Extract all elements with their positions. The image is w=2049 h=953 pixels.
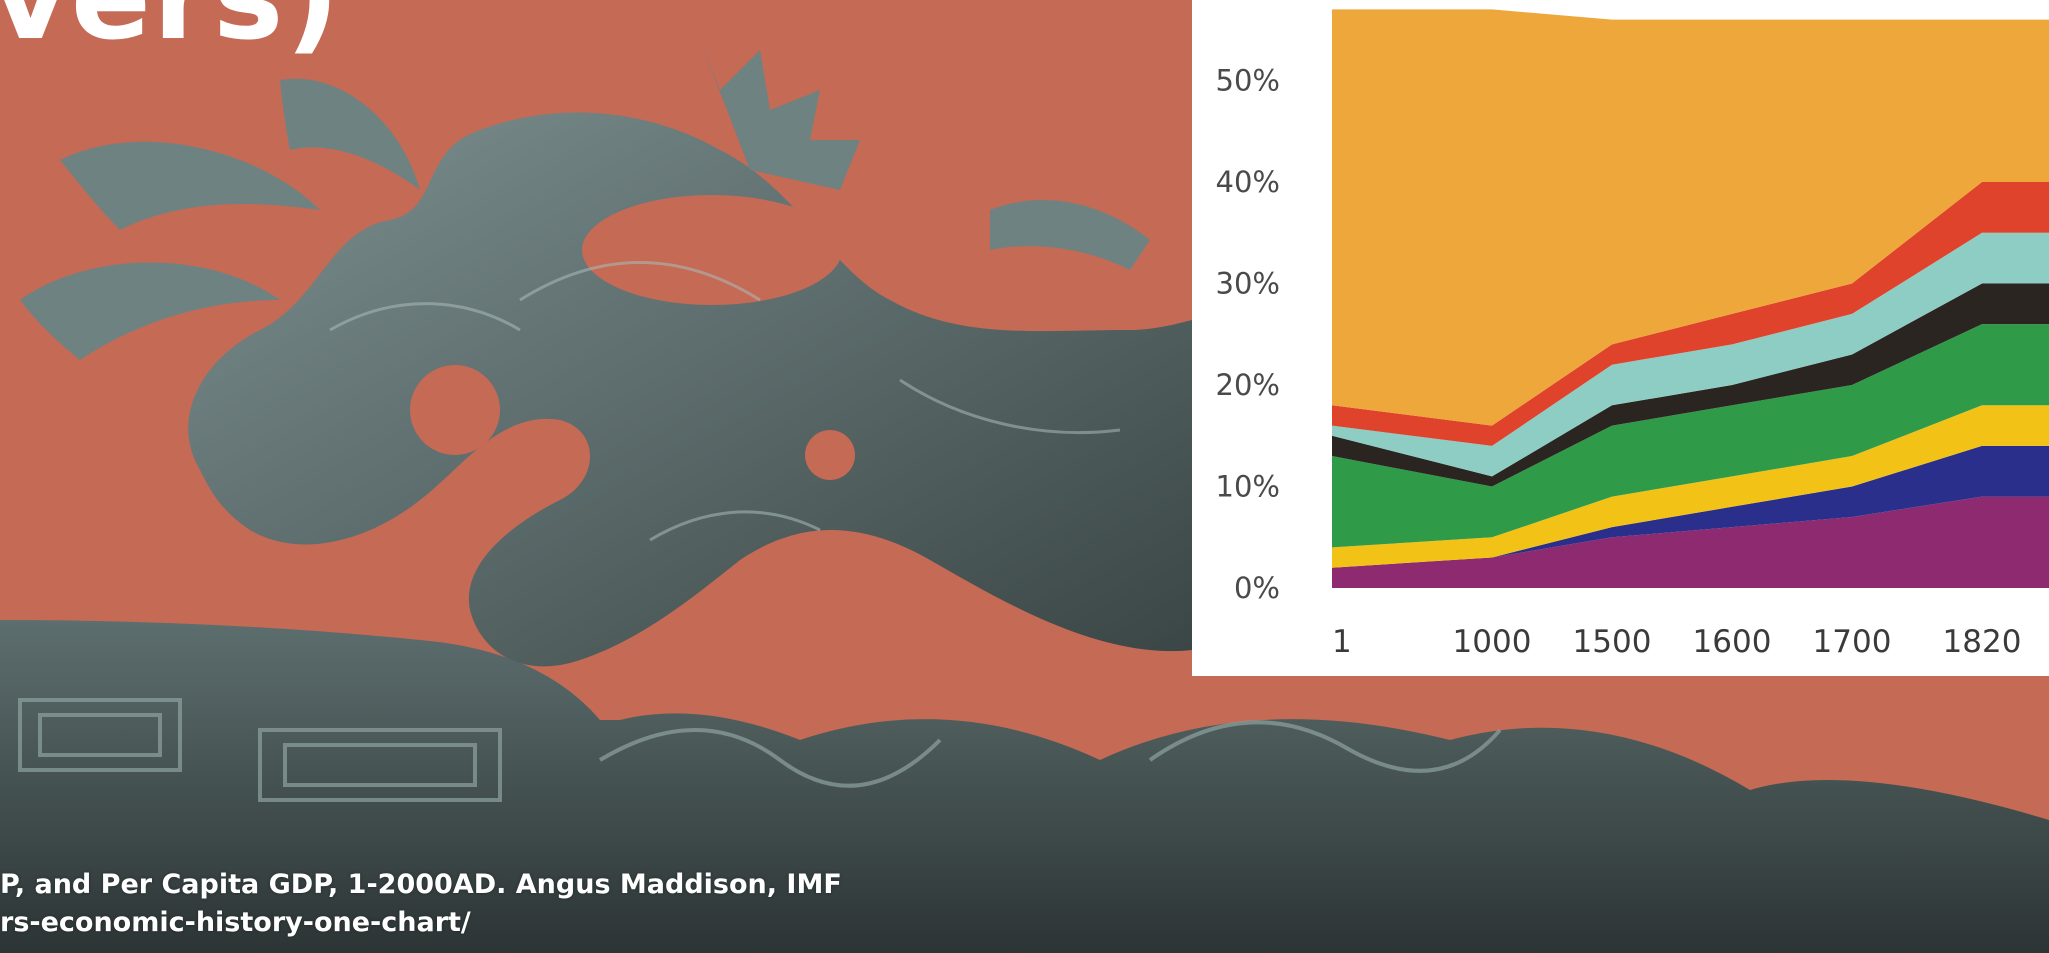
x-tick-label: 1820 — [1943, 624, 2022, 660]
area-series-2 — [1332, 445, 2049, 568]
stacked-area-chart: 0% 10% 20% 30% 40% 50% 1 1000 1500 1600 1700 1820 — [1216, 9, 2049, 660]
area-series-4 — [1332, 324, 2049, 548]
gdp-share-chart: 0% 10% 20% 30% 40% 50% 1 1000 1500 1600 1700 1820 — [1192, 0, 2049, 676]
y-tick-label: 50% — [1216, 64, 1280, 98]
y-tick-label: 40% — [1216, 165, 1280, 199]
caption-line-2: rs-economic-history-one-chart/ — [0, 907, 471, 938]
x-tick-label: 1500 — [1573, 624, 1652, 660]
chart-areas — [1332, 9, 2049, 588]
y-tick-label: 10% — [1216, 470, 1280, 504]
area-series-3 — [1332, 405, 2049, 568]
x-tick-label: 1000 — [1453, 624, 1532, 660]
y-tick-label: 30% — [1216, 267, 1280, 301]
source-caption: P, and Per Capita GDP, 1-2000AD. Angus M… — [0, 866, 842, 942]
area-series-1 — [1332, 496, 2049, 588]
y-tick-label: 0% — [1234, 571, 1280, 605]
caption-line-1: P, and Per Capita GDP, 1-2000AD. Angus M… — [0, 869, 842, 900]
page-title: vers) — [0, 0, 341, 56]
y-tick-label: 20% — [1216, 368, 1280, 402]
area-series-8 — [1332, 9, 2049, 426]
area-series-7 — [1332, 182, 2049, 446]
x-axis-ticks: 1 1000 1500 1600 1700 1820 — [1332, 624, 2021, 660]
y-axis-ticks: 0% 10% 20% 30% 40% 50% — [1216, 64, 1280, 606]
area-series-5 — [1332, 283, 2049, 487]
x-tick-label: 1700 — [1813, 624, 1892, 660]
x-tick-label: 1600 — [1693, 624, 1772, 660]
area-series-6 — [1332, 232, 2049, 477]
x-tick-label: 1 — [1332, 624, 1352, 660]
